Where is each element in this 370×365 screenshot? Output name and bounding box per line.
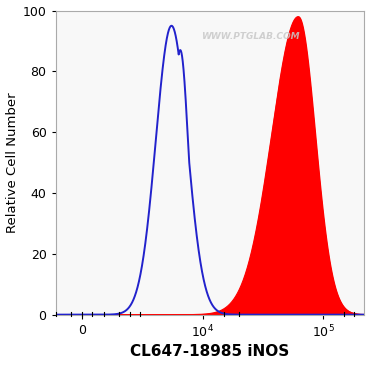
Y-axis label: Relative Cell Number: Relative Cell Number — [6, 92, 18, 233]
X-axis label: CL647-18985 iNOS: CL647-18985 iNOS — [130, 345, 290, 360]
Text: WWW.PTGLAB.COM: WWW.PTGLAB.COM — [201, 32, 299, 41]
